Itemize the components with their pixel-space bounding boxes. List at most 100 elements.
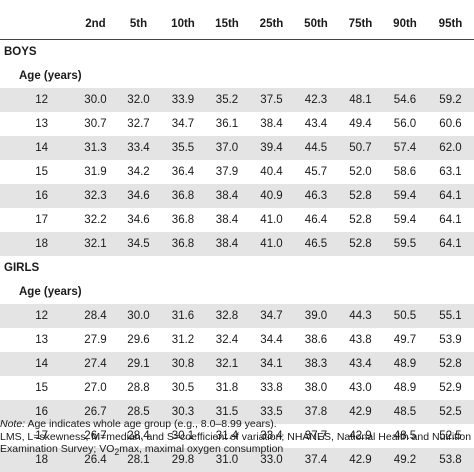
value-cell: 40.4: [249, 160, 294, 184]
value-cell: 44.3: [338, 304, 383, 328]
value-cell: 52.9: [427, 376, 474, 400]
value-cell: 31.3: [75, 136, 116, 160]
value-cell: 32.4: [205, 328, 249, 352]
group-label: GIRLS: [0, 256, 474, 280]
value-cell: 57.4: [383, 136, 427, 160]
value-cell: 39.0: [294, 304, 338, 328]
value-cell: 62.0: [427, 136, 474, 160]
value-cell: 27.9: [75, 328, 116, 352]
abbreviations-line-2: Examination Survey; VO2max, maximal oxyg…: [0, 443, 474, 459]
age-cell: 17: [0, 208, 75, 232]
value-cell: 46.4: [294, 208, 338, 232]
header-cell-percentile: 15th: [205, 8, 249, 40]
value-cell: 32.2: [75, 208, 116, 232]
value-cell: 34.6: [116, 184, 161, 208]
age-cell: 16: [0, 184, 75, 208]
note-text: Age indicates whole age group (e.g., 8.0…: [25, 418, 277, 430]
value-cell: 54.6: [383, 88, 427, 112]
value-cell: 27.4: [75, 352, 116, 376]
abbreviations-line-1: LMS, L=skewness, M=median, and S=coeffic…: [0, 431, 474, 444]
subheader-row: Age (years): [0, 64, 474, 88]
value-cell: 52.8: [338, 232, 383, 256]
value-cell: 41.0: [249, 208, 294, 232]
value-cell: 64.1: [427, 208, 474, 232]
header-cell-percentile: 75th: [338, 8, 383, 40]
value-cell: 39.4: [249, 136, 294, 160]
value-cell: 46.3: [294, 184, 338, 208]
value-cell: 29.1: [116, 352, 161, 376]
value-cell: 32.7: [116, 112, 161, 136]
value-cell: 33.9: [161, 88, 205, 112]
value-cell: 32.1: [205, 352, 249, 376]
value-cell: 34.5: [116, 232, 161, 256]
value-cell: 46.5: [294, 232, 338, 256]
value-cell: 48.9: [383, 352, 427, 376]
value-cell: 34.1: [249, 352, 294, 376]
value-cell: 48.1: [338, 88, 383, 112]
top-rule: [0, 0, 18, 2]
value-cell: 59.4: [383, 208, 427, 232]
age-cell: 14: [0, 352, 75, 376]
value-cell: 32.3: [75, 184, 116, 208]
value-cell: 38.4: [205, 232, 249, 256]
value-cell: 64.1: [427, 232, 474, 256]
value-cell: 59.5: [383, 232, 427, 256]
value-cell: 37.9: [205, 160, 249, 184]
value-cell: 32.1: [75, 232, 116, 256]
value-cell: 36.1: [205, 112, 249, 136]
value-cell: 38.0: [294, 376, 338, 400]
value-cell: 30.7: [75, 112, 116, 136]
value-cell: 38.6: [294, 328, 338, 352]
value-cell: 45.7: [294, 160, 338, 184]
value-cell: 29.6: [116, 328, 161, 352]
value-cell: 32.0: [116, 88, 161, 112]
value-cell: 43.8: [338, 328, 383, 352]
value-cell: 59.4: [383, 184, 427, 208]
value-cell: 64.1: [427, 184, 474, 208]
value-cell: 37.0: [205, 136, 249, 160]
value-cell: 49.7: [383, 328, 427, 352]
value-cell: 31.8: [205, 376, 249, 400]
value-cell: 43.0: [338, 376, 383, 400]
value-cell: 31.2: [161, 328, 205, 352]
value-cell: 38.4: [205, 184, 249, 208]
age-note: Note: Age indicates whole age group (e.g…: [0, 418, 474, 431]
value-cell: 30.0: [116, 304, 161, 328]
subheader-row: Age (years): [0, 280, 474, 304]
header-cell-percentile: 10th: [161, 8, 205, 40]
value-cell: 56.0: [383, 112, 427, 136]
table-notes: Note: Age indicates whole age group (e.g…: [0, 418, 474, 459]
abbrev-pre: Examination Survey; VO: [0, 443, 114, 455]
value-cell: 53.9: [427, 328, 474, 352]
value-cell: 50.7: [338, 136, 383, 160]
age-subheader: Age (years): [0, 280, 474, 304]
value-cell: 55.1: [427, 304, 474, 328]
value-cell: 34.7: [249, 304, 294, 328]
group-label: BOYS: [0, 40, 474, 65]
value-cell: 36.8: [161, 184, 205, 208]
value-cell: 60.6: [427, 112, 474, 136]
value-cell: 38.4: [205, 208, 249, 232]
value-cell: 63.1: [427, 160, 474, 184]
value-cell: 49.4: [338, 112, 383, 136]
value-cell: 34.7: [161, 112, 205, 136]
value-cell: 30.0: [75, 88, 116, 112]
value-cell: 36.8: [161, 208, 205, 232]
value-cell: 58.6: [383, 160, 427, 184]
value-cell: 36.8: [161, 232, 205, 256]
value-cell: 34.2: [116, 160, 161, 184]
value-cell: 59.2: [427, 88, 474, 112]
